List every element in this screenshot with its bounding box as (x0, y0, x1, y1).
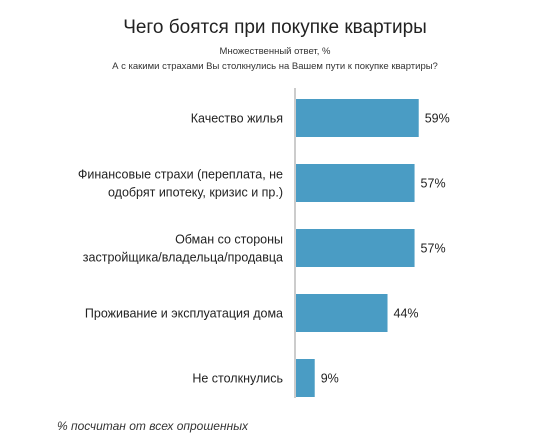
bar (296, 164, 415, 202)
chart-subtitle: Множественный ответ, % (219, 46, 331, 57)
survey-question: А с какими страхами Вы столкнулись на Ва… (112, 61, 438, 72)
category-label: Обман со стороны (175, 233, 283, 247)
category-label: Финансовые страхи (переплата, не (78, 168, 283, 182)
data-label: 57% (421, 242, 446, 256)
bar (296, 229, 415, 267)
category-label: Качество жилья (191, 112, 283, 126)
category-label: одобрят ипотеку, кризис и пр.) (108, 186, 283, 200)
category-label: застройщика/владельца/продавца (83, 251, 283, 265)
chart-title: Чего боятся при покупке квартиры (123, 17, 427, 38)
data-label: 57% (421, 177, 446, 191)
category-label: Проживание и эксплуатация дома (85, 307, 283, 321)
data-label: 44% (394, 307, 419, 321)
bar (296, 294, 388, 332)
data-label: 9% (321, 372, 339, 386)
data-label: 59% (425, 112, 450, 126)
category-label: Не столкнулись (192, 372, 283, 386)
bar (296, 359, 315, 397)
footnote: % посчитан от всех опрошенных (57, 419, 249, 433)
bar (296, 99, 419, 137)
